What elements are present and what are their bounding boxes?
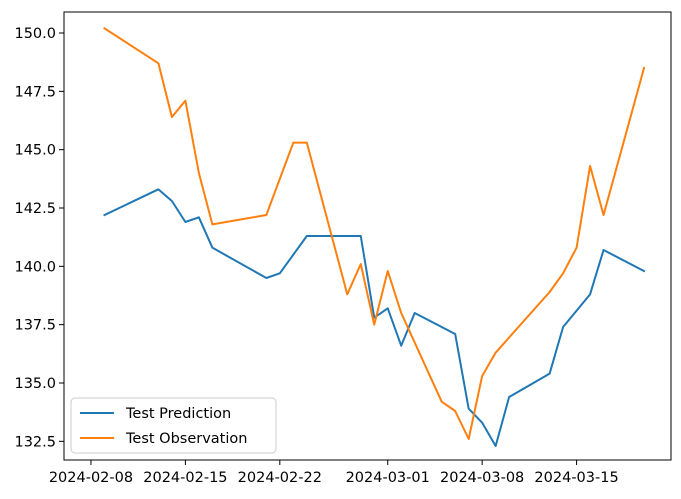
x-tick-label: 2024-03-08 bbox=[440, 470, 524, 486]
y-tick-label: 150.0 bbox=[14, 26, 56, 42]
legend-label: Test Prediction bbox=[125, 406, 231, 422]
x-tick-label: 2024-02-22 bbox=[238, 470, 322, 486]
x-tick-label: 2024-03-01 bbox=[346, 470, 430, 486]
y-tick-label: 145.0 bbox=[14, 143, 56, 159]
y-axis-ticks: 132.5 135.0 137.5 140.0 142.5 145.0 147.5 150.0 bbox=[14, 26, 64, 450]
x-axis-ticks: 2024-02-08 2024-02-15 2024-02-22 2024-03-01… bbox=[49, 460, 619, 486]
y-tick-label: 135.0 bbox=[14, 376, 56, 392]
y-tick-label: 132.5 bbox=[14, 434, 56, 450]
series-lines bbox=[103, 26, 646, 447]
series-line-test-observation bbox=[103, 26, 646, 440]
y-tick-label: 137.5 bbox=[14, 318, 56, 334]
legend: Test Prediction Test Observation bbox=[70, 397, 277, 454]
legend-label: Test Observation bbox=[125, 431, 247, 447]
series-line-test-prediction bbox=[103, 188, 646, 447]
plot-area bbox=[64, 12, 671, 460]
x-tick-label: 2024-02-15 bbox=[143, 470, 227, 486]
plot-frame bbox=[63, 11, 672, 461]
y-tick-label: 142.5 bbox=[14, 201, 56, 217]
y-tick-label: 140.0 bbox=[14, 259, 56, 275]
y-tick-label: 147.5 bbox=[14, 84, 56, 100]
x-tick-label: 2024-03-15 bbox=[534, 470, 618, 486]
x-tick-label: 2024-02-08 bbox=[49, 470, 133, 486]
legend-box bbox=[70, 397, 277, 454]
